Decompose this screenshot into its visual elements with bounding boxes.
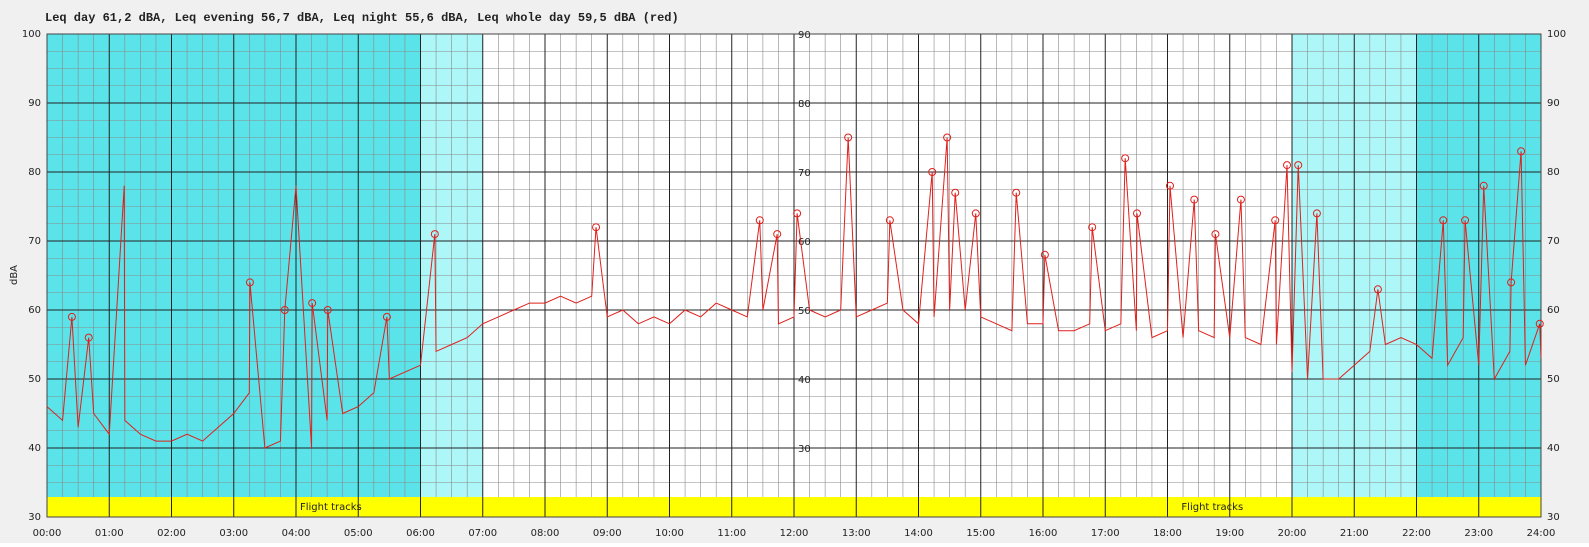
- x-tick-label: 10:00: [655, 528, 684, 539]
- y-axis-label: dBA: [9, 265, 20, 285]
- y-tick-label-center: 60: [798, 237, 811, 248]
- x-tick-label: 07:00: [468, 528, 497, 539]
- y-tick-label-center: 50: [798, 306, 811, 317]
- peak-marker: [1535, 319, 1544, 328]
- y-tick-label: 50: [28, 374, 41, 385]
- peak-marker: [430, 230, 439, 239]
- x-tick-label: 11:00: [717, 528, 746, 539]
- x-tick-label: 03:00: [219, 528, 248, 539]
- peak-marker: [1211, 230, 1220, 239]
- y-tick-label: 90: [28, 98, 41, 109]
- peak-marker: [1132, 209, 1141, 218]
- y-tick-label: 70: [28, 236, 41, 247]
- x-tick-label: 16:00: [1029, 528, 1058, 539]
- x-tick-label: 01:00: [95, 528, 124, 539]
- x-tick-label: 08:00: [531, 528, 560, 539]
- x-tick-label: 04:00: [282, 528, 311, 539]
- peak-marker: [773, 230, 782, 239]
- peak-marker: [793, 209, 802, 218]
- y-tick-label-center: 30: [798, 444, 811, 455]
- x-tick-label: 24:00: [1527, 528, 1556, 539]
- x-tick-label: 06:00: [406, 528, 435, 539]
- peak-marker: [928, 168, 937, 176]
- y-tick-label-right: 50: [1547, 374, 1560, 385]
- peak-marker: [592, 223, 601, 232]
- y-tick-label-center: 40: [798, 375, 811, 386]
- y-tick-label: 30: [28, 512, 41, 523]
- peak-marker: [1294, 161, 1303, 170]
- y-tick-label-right: 70: [1547, 236, 1560, 247]
- peak-marker: [1040, 250, 1049, 259]
- peak-marker: [1283, 161, 1292, 170]
- y-tick-label-center: 90: [798, 30, 811, 41]
- x-tick-label: 17:00: [1091, 528, 1120, 539]
- peak-marker: [308, 299, 317, 308]
- x-tick-label: 00:00: [33, 528, 62, 539]
- y-tick-label: 60: [28, 305, 41, 316]
- x-tick-label: 14:00: [904, 528, 933, 539]
- x-tick-label: 21:00: [1340, 528, 1369, 539]
- peak-marker: [1271, 216, 1280, 225]
- peak-marker: [245, 278, 254, 287]
- y-tick-label-center: 80: [798, 99, 811, 110]
- peak-marker: [1121, 154, 1130, 163]
- y-tick-label-right: 30: [1547, 512, 1560, 523]
- y-tick-label-right: 60: [1547, 305, 1560, 316]
- x-tick-label: 05:00: [344, 528, 373, 539]
- flight-tracks-label: Flight tracks: [300, 502, 362, 513]
- peak-marker: [1012, 188, 1021, 197]
- y-tick-label-center: 70: [798, 168, 811, 179]
- y-tick-label-right: 40: [1547, 443, 1560, 454]
- peak-marker: [1236, 195, 1245, 204]
- peak-marker: [1517, 147, 1526, 156]
- peak-marker: [1373, 285, 1382, 294]
- peak-marker: [323, 306, 332, 314]
- peak-marker: [280, 306, 289, 314]
- peak-marker: [1461, 216, 1470, 225]
- peak-marker: [1507, 278, 1516, 287]
- peak-marker: [84, 333, 93, 342]
- x-tick-label: 09:00: [593, 528, 622, 539]
- x-tick-label: 12:00: [780, 528, 809, 539]
- peak-marker: [67, 312, 76, 321]
- y-tick-label-right: 100: [1547, 29, 1566, 40]
- peak-marker: [885, 216, 894, 225]
- x-tick-label: 15:00: [966, 528, 995, 539]
- peak-marker: [1088, 223, 1097, 232]
- peak-marker: [382, 312, 391, 321]
- chart-title: Leq day 61,2 dBA, Leq evening 56,7 dBA, …: [45, 11, 679, 25]
- flight-tracks-label: Flight tracks: [1181, 502, 1243, 513]
- x-tick-label: 02:00: [157, 528, 186, 539]
- peak-marker: [971, 209, 980, 218]
- plot-border: [46, 33, 1542, 518]
- peak-marker: [943, 133, 952, 142]
- y-tick-label: 100: [22, 29, 41, 40]
- peak-marker: [844, 133, 853, 142]
- y-tick-label-right: 90: [1547, 98, 1560, 109]
- x-tick-label: 19:00: [1215, 528, 1244, 539]
- peak-marker: [1190, 195, 1199, 204]
- x-tick-label: 13:00: [842, 528, 871, 539]
- x-tick-label: 22:00: [1402, 528, 1431, 539]
- x-tick-label: 20:00: [1278, 528, 1307, 539]
- y-tick-label-right: 80: [1547, 167, 1560, 178]
- y-tick-label: 40: [28, 443, 41, 454]
- peak-marker: [1479, 181, 1488, 190]
- peak-marker: [1312, 209, 1321, 218]
- peak-marker: [755, 216, 764, 225]
- x-tick-label: 23:00: [1464, 528, 1493, 539]
- peak-marker: [1165, 181, 1174, 190]
- x-tick-label: 18:00: [1153, 528, 1182, 539]
- peak-marker: [951, 188, 960, 197]
- y-tick-label: 80: [28, 167, 41, 178]
- noise-level-line: [46, 137, 1542, 449]
- peak-marker: [1439, 216, 1448, 225]
